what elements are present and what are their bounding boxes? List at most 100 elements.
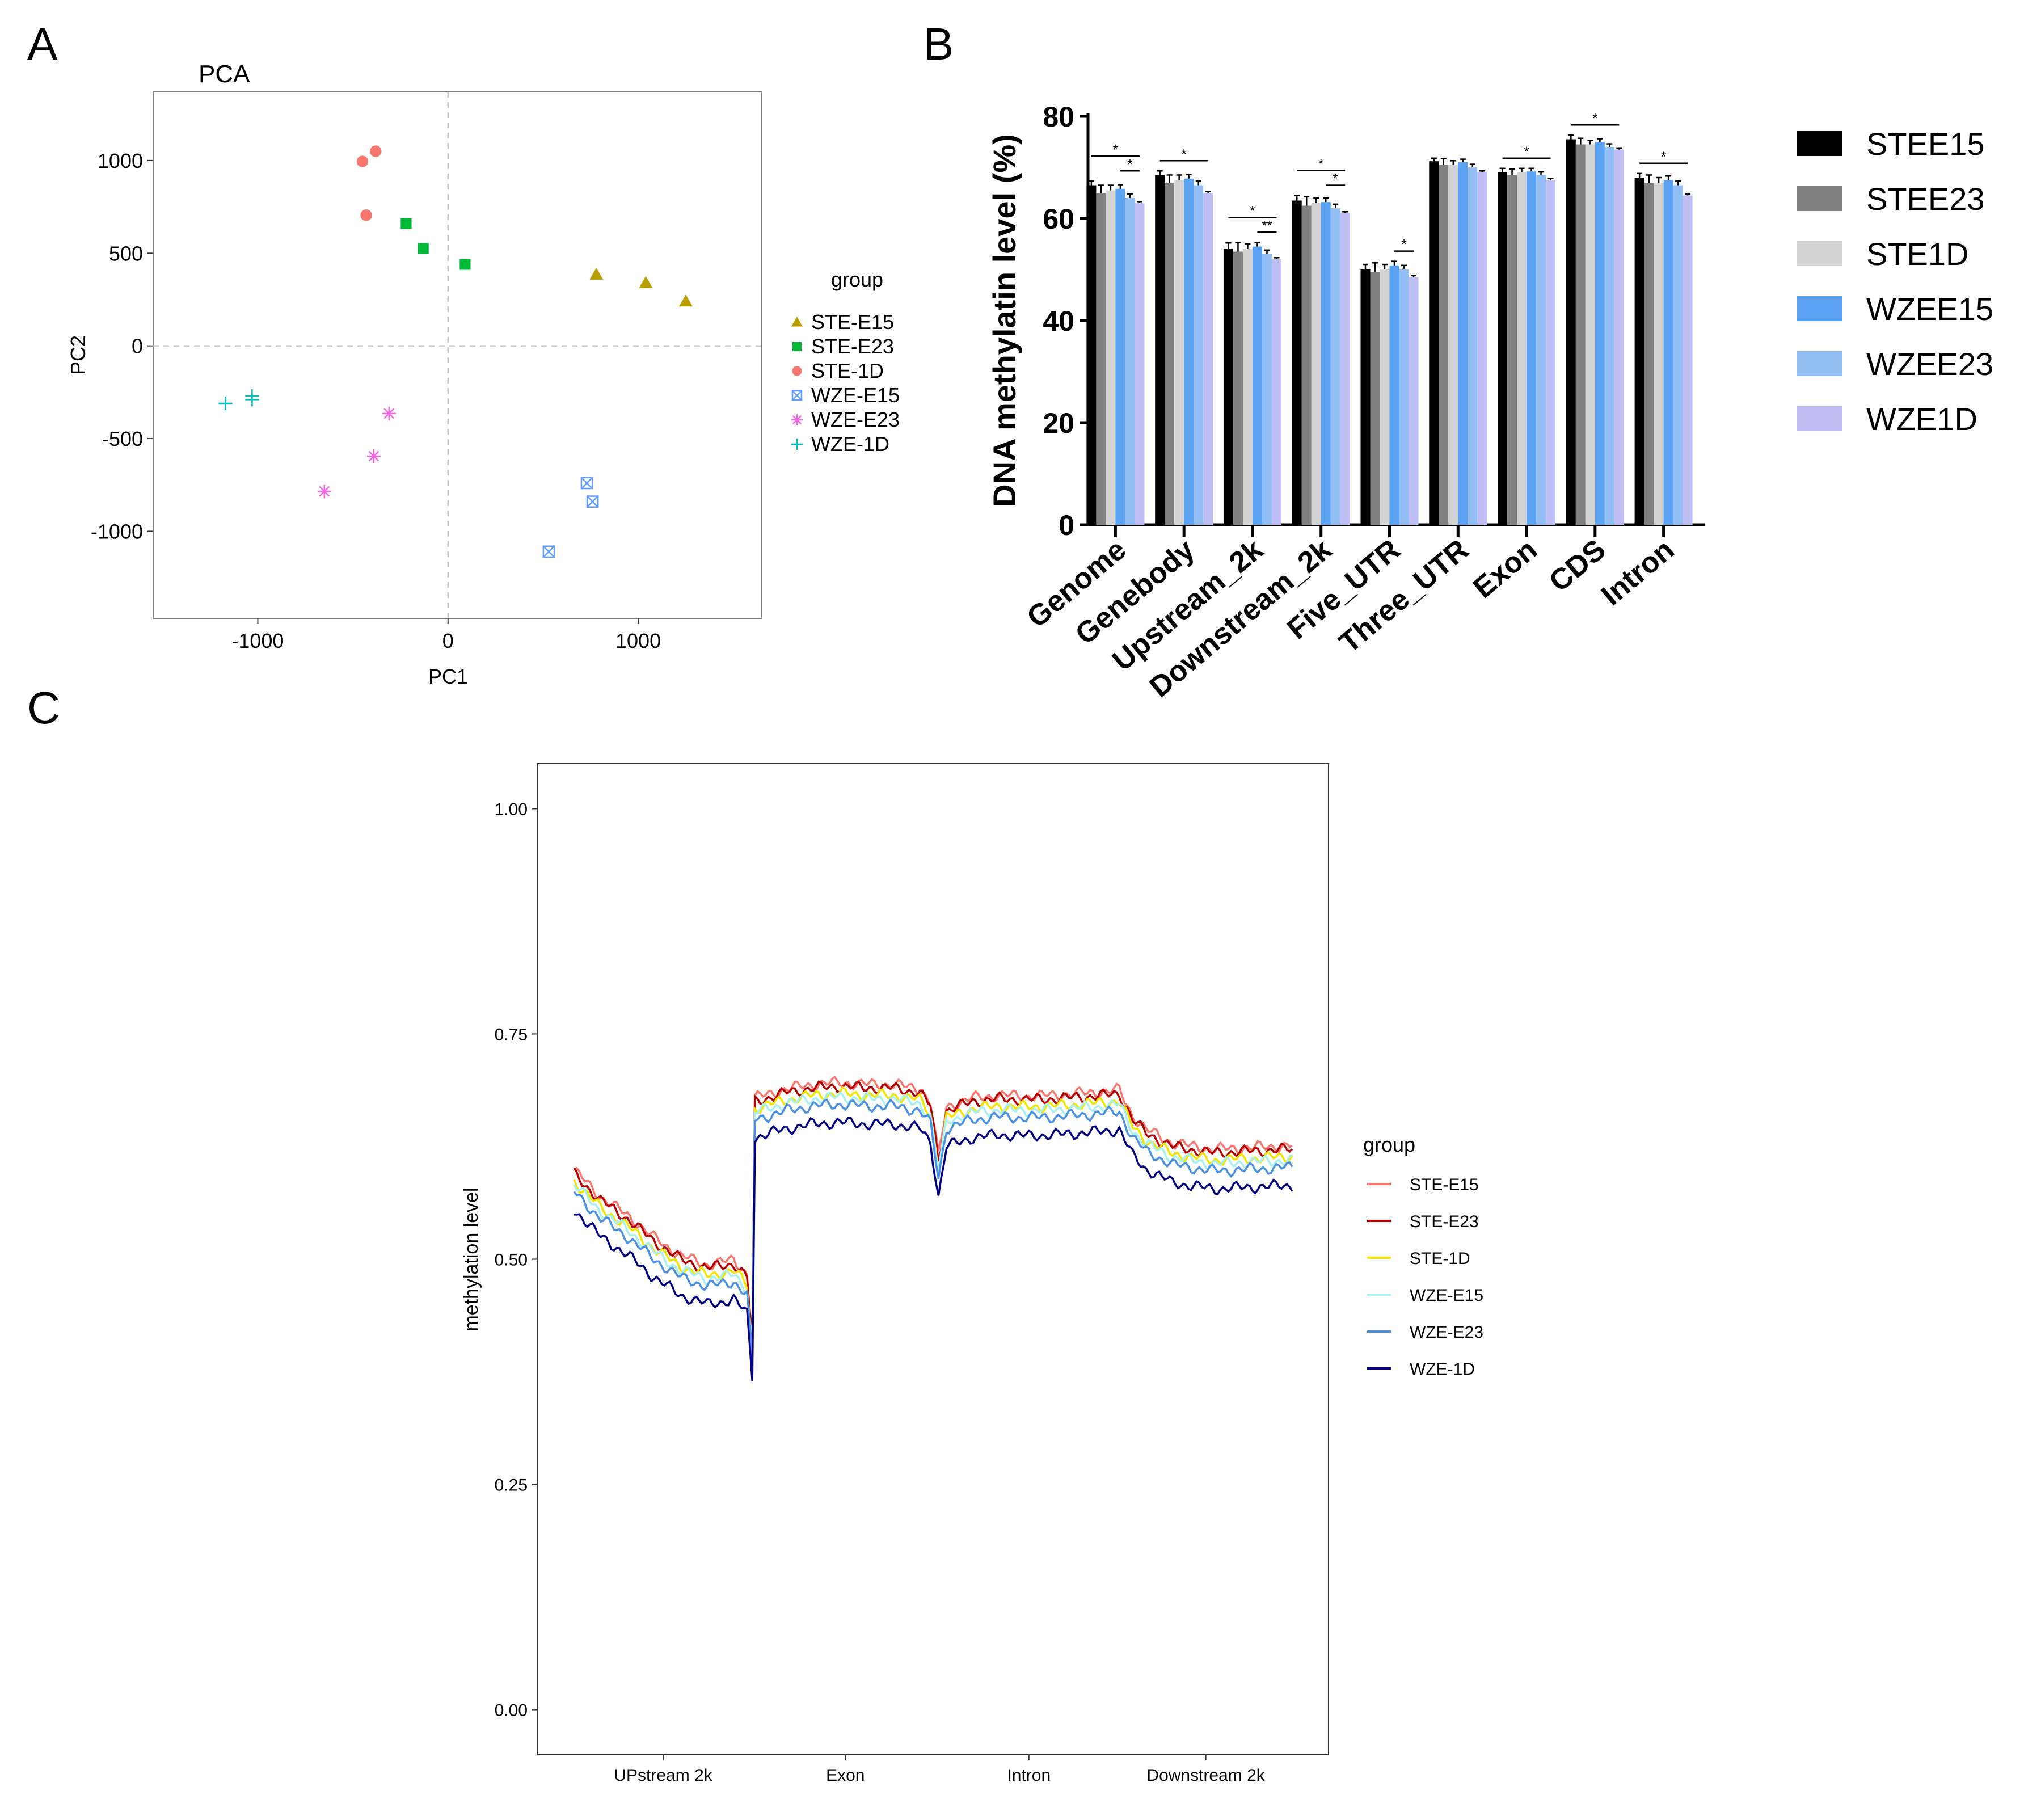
bar xyxy=(1439,165,1449,525)
pca-legend-label: STE-E15 xyxy=(811,310,894,334)
bar-legend-label: WZE1D xyxy=(1866,401,1977,437)
profile-x-tick-label: UPstream 2k xyxy=(614,1766,712,1785)
bar xyxy=(1184,178,1194,525)
bar xyxy=(1595,142,1605,525)
pca-point xyxy=(639,276,653,288)
pca-legend-label: WZE-1D xyxy=(811,432,889,456)
pca-point xyxy=(245,393,259,407)
bar-y-tick-label: 80 xyxy=(1043,101,1074,133)
bar xyxy=(1292,200,1302,525)
profile-legend-title: group xyxy=(1363,1133,1415,1156)
pca-legend-title: group xyxy=(831,268,883,291)
bar xyxy=(1575,144,1586,525)
pca-legend-key xyxy=(791,390,803,401)
bar-y-tick-label: 40 xyxy=(1043,305,1074,337)
bar-legend-label: WZEE15 xyxy=(1866,291,1993,327)
pca-x-axis-label: PC1 xyxy=(428,665,468,688)
pca-y-tick-label: -500 xyxy=(102,427,143,450)
pca-x-tick-label: -1000 xyxy=(231,629,284,652)
pca-y-tick-label: 1000 xyxy=(98,149,143,172)
bar-legend-key xyxy=(1797,406,1842,431)
significance-label: * xyxy=(1592,111,1597,126)
bar xyxy=(1399,269,1409,525)
profile-y-tick-label: 1.00 xyxy=(495,800,528,819)
bar xyxy=(1233,251,1243,525)
bar xyxy=(1448,165,1458,525)
bar xyxy=(1321,202,1331,525)
pca-point xyxy=(356,155,369,167)
pca-point xyxy=(317,485,331,499)
profile-series-line xyxy=(573,1098,1293,1356)
pca-point xyxy=(218,396,233,410)
pca-legend-label: WZE-E23 xyxy=(811,408,900,431)
profile-plot-area xyxy=(537,763,1329,1755)
bar xyxy=(1165,183,1175,525)
profile-x-tick-label: Exon xyxy=(826,1766,865,1785)
pca-y-tick-label: 0 xyxy=(132,335,143,358)
pca-point xyxy=(580,477,593,490)
significance-label: * xyxy=(1661,149,1666,165)
pca-point xyxy=(418,243,429,254)
bar xyxy=(1223,249,1233,525)
bar-y-tick-label: 0 xyxy=(1059,509,1074,541)
profile-y-tick-label: 0.50 xyxy=(495,1251,528,1270)
bar xyxy=(1115,188,1125,525)
bar xyxy=(1262,254,1272,525)
panel-label-a: A xyxy=(27,19,58,69)
profile-legend-label: STE-1D xyxy=(1410,1249,1470,1268)
bar xyxy=(1634,178,1644,525)
bar xyxy=(1663,180,1673,525)
bar xyxy=(1654,183,1664,525)
bar-legend-key xyxy=(1797,186,1842,211)
pca-legend-key xyxy=(791,414,803,425)
bar xyxy=(1174,180,1184,525)
significance-label: * xyxy=(1127,157,1132,172)
pca-legend-key xyxy=(792,366,802,376)
profile-legend-label: WZE-E15 xyxy=(1410,1286,1483,1305)
bar xyxy=(1409,277,1419,525)
bar xyxy=(1644,183,1654,525)
bar xyxy=(1468,167,1478,525)
bar xyxy=(1360,269,1371,525)
pca-legend-label: WZE-E15 xyxy=(811,384,900,407)
profile-y-tick-label: 0.25 xyxy=(495,1476,528,1495)
pca-legend-label: STE-E23 xyxy=(811,335,894,358)
pca-point xyxy=(400,218,412,229)
bar-y-axis-label: DNA methylatin level (%) xyxy=(986,134,1022,507)
bar xyxy=(1096,193,1106,525)
bar xyxy=(1566,139,1576,525)
bar xyxy=(1340,213,1350,525)
significance-label: * xyxy=(1524,144,1529,159)
bar xyxy=(1086,185,1097,525)
profile-y-tick-label: 0.00 xyxy=(495,1701,528,1720)
pca-x-tick-label: 0 xyxy=(442,629,454,652)
bar xyxy=(1429,161,1439,525)
profile-y-axis-label: methylation level xyxy=(461,1187,482,1331)
bar xyxy=(1135,203,1145,525)
pca-point xyxy=(370,145,382,157)
bar-legend-key xyxy=(1797,241,1842,266)
profile-x-tick-label: Intron xyxy=(1007,1766,1051,1785)
pca-title: PCA xyxy=(199,60,250,88)
bar xyxy=(1203,193,1213,525)
bar xyxy=(1477,172,1487,525)
pca-legend-key xyxy=(791,317,803,327)
bar xyxy=(1683,195,1693,525)
significance-label: * xyxy=(1181,146,1186,162)
bar xyxy=(1370,272,1380,525)
pca-y-tick-label: -1000 xyxy=(91,520,143,543)
pca-x-tick-label: 1000 xyxy=(615,629,661,652)
bar xyxy=(1301,205,1312,525)
bar xyxy=(1242,249,1253,525)
panel-label-c: C xyxy=(27,682,60,733)
bar xyxy=(1271,259,1281,525)
pca-point xyxy=(360,209,372,221)
methylation-profile-line-chart: 0.00 0.25 0.50 0.75 1.00 UPstream 2k Exon Intro… xyxy=(461,763,1483,1785)
pca-point xyxy=(589,267,604,280)
bar-legend-label: WZEE23 xyxy=(1866,346,1993,382)
bar xyxy=(1458,162,1468,525)
significance-label: ** xyxy=(1262,218,1272,233)
bar-legend-key xyxy=(1797,296,1842,321)
pca-point xyxy=(366,449,381,464)
